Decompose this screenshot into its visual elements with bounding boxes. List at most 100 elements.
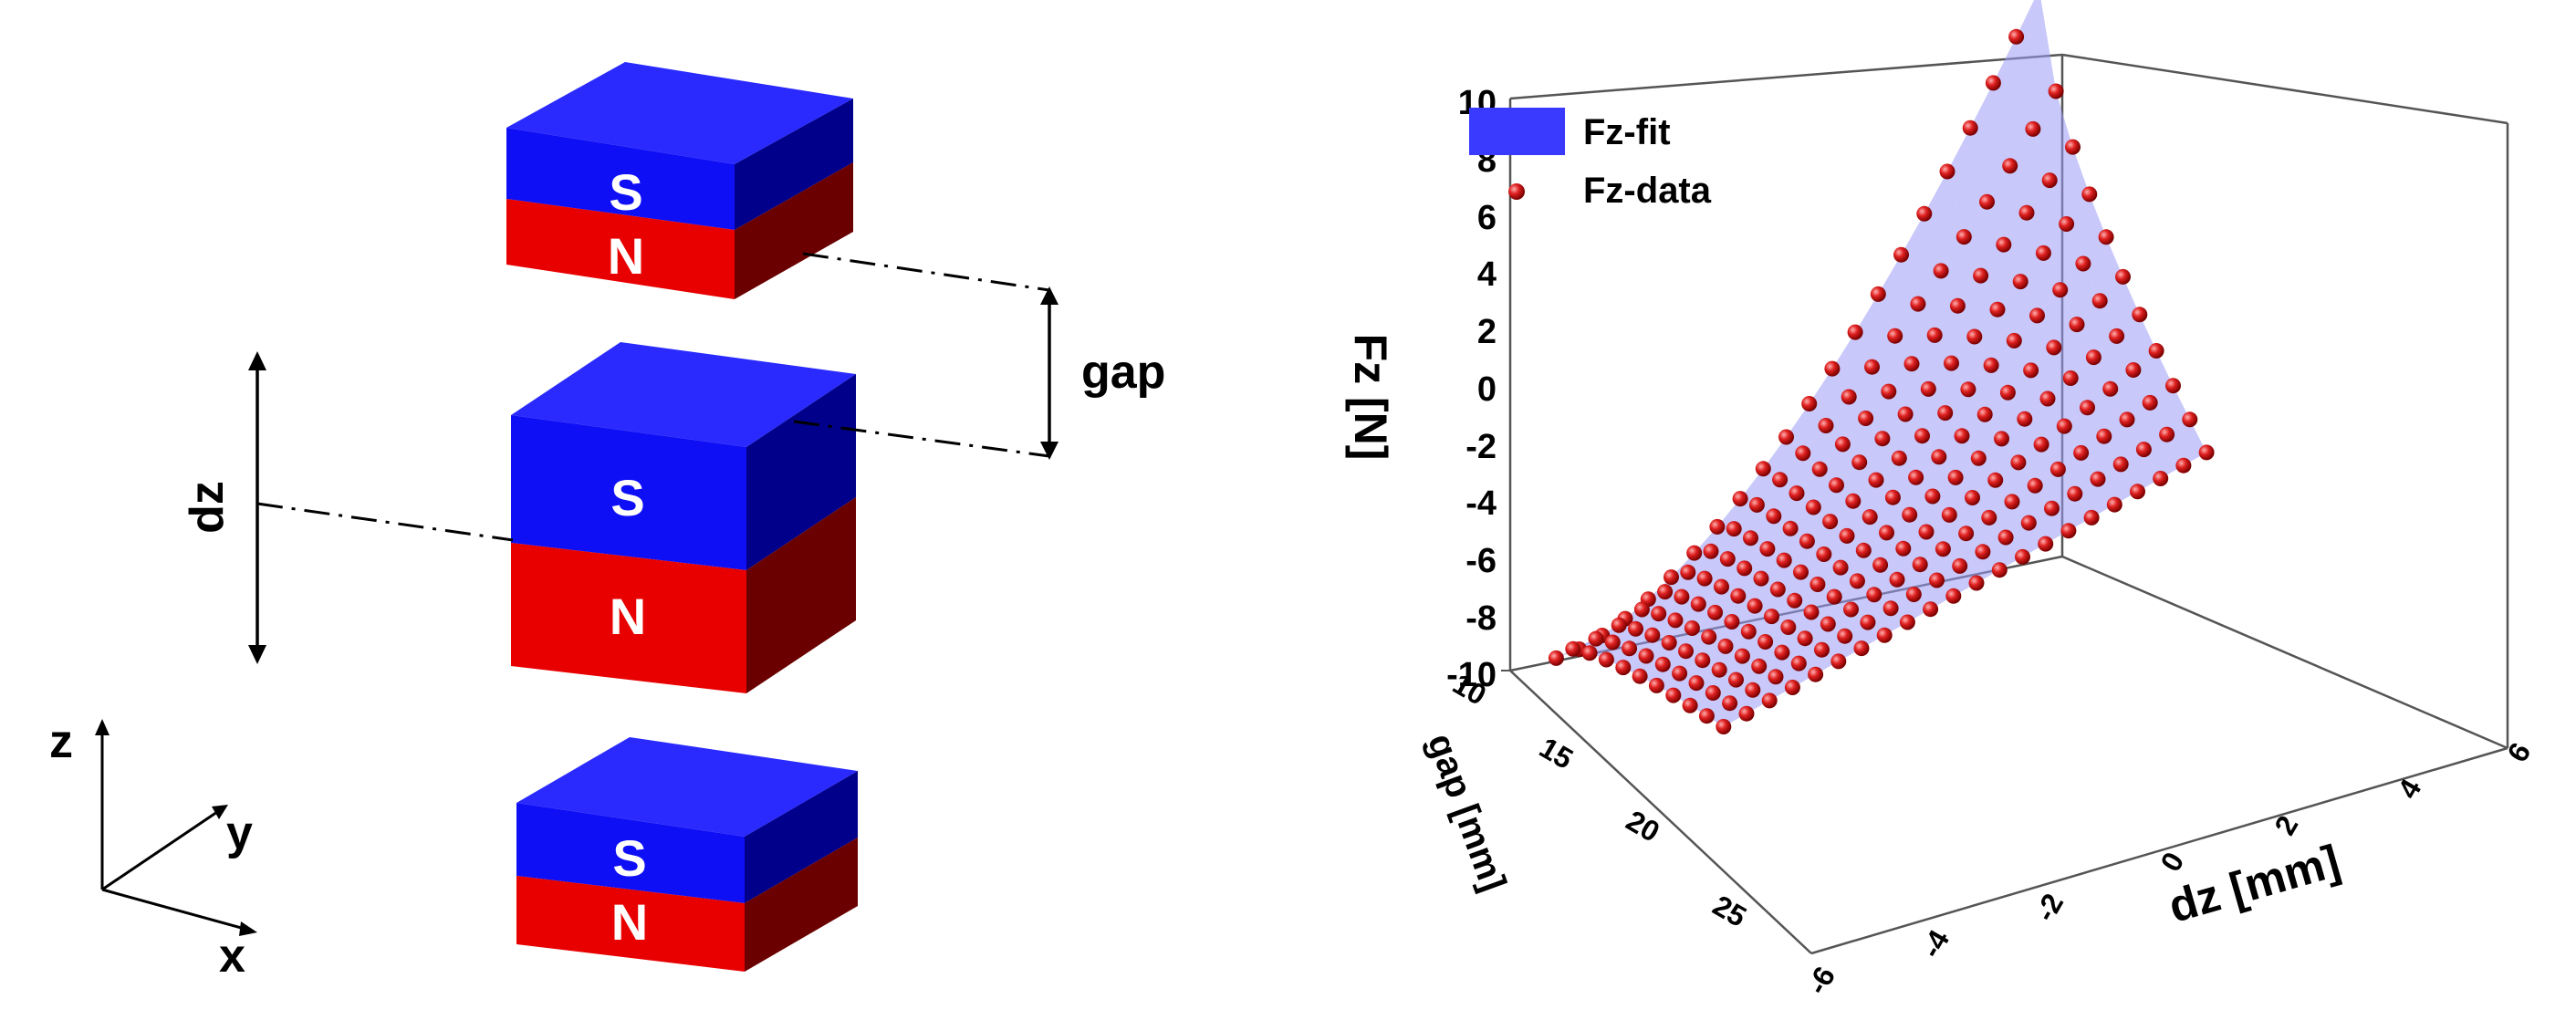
fz-data-point: [1803, 604, 1820, 620]
surface-patch: [1705, 558, 1745, 588]
fz-data-point: [1678, 643, 1694, 660]
fz-axis: 10 8 6 4 2 0 -2 -4 -6 -8 -10: [1446, 84, 1510, 694]
fz-data-point: [1849, 573, 1865, 589]
dz-tick: -4: [1914, 924, 1956, 963]
surface-patch: [1813, 484, 1853, 522]
surface-patch: [2053, 324, 2094, 379]
fz-data-point: [1654, 656, 1671, 672]
surface-patch: [1771, 600, 1811, 628]
surface-patch: [1635, 613, 1676, 636]
fz-data-point: [1705, 685, 1721, 701]
surface-patch: [1799, 650, 1839, 675]
surface-patch: [1870, 497, 1910, 533]
surface-patch: [1988, 501, 2029, 538]
fz-data-point: [2012, 274, 2028, 290]
fz-data-point: [2046, 339, 2062, 356]
fz-data-point: [2130, 484, 2145, 500]
fz-data-point: [1755, 461, 1771, 477]
fz-data-point: [2008, 28, 2025, 45]
fz-data-point: [1684, 620, 1700, 636]
surface-patch: [1926, 515, 1966, 549]
surface-patch: [1727, 537, 1768, 568]
fz-data-point: [1884, 489, 1901, 505]
magnet-middle-north-side: [746, 497, 856, 693]
fz-data-point: [1698, 708, 1715, 724]
fz-data-point: [1843, 601, 1859, 618]
gap-guide-top: [802, 252, 1050, 292]
fz-data-point: [2198, 444, 2215, 461]
fz-data-point: [1893, 246, 1909, 263]
surface-patch: [1901, 213, 1942, 305]
fz-data-point: [1809, 577, 1826, 592]
fz-data-point: [1949, 297, 1966, 314]
fz-data-point: [1895, 540, 1912, 557]
surface-patch: [2008, 369, 2048, 420]
fz-data-point: [1615, 660, 1632, 676]
fz-data-point: [1889, 571, 1905, 588]
fz-data-point: [1830, 653, 1847, 670]
surface-patch: [1658, 597, 1699, 620]
fz-data-point: [1761, 692, 1778, 709]
fz-data-point: [1991, 562, 2008, 578]
fz-data-point: [1851, 454, 1868, 471]
surface-patch: [1974, 309, 2015, 366]
magnet-top-south-front: [506, 128, 735, 230]
dz-axis-title: dz [mm]: [2163, 835, 2345, 932]
surface-patch: [2097, 463, 2138, 505]
surface-patch: [1922, 412, 1962, 457]
surface-patch: [1914, 579, 1954, 609]
fz-data-point: [2119, 411, 2135, 428]
surface-patch: [1867, 608, 1908, 636]
surface-patch: [1972, 480, 2012, 518]
dz-arrow: [248, 351, 266, 664]
fz-data-point: [1743, 530, 1758, 546]
surface-patch: [2150, 385, 2190, 435]
surface-patch: [1936, 566, 1977, 597]
surface-patch: [1784, 541, 1824, 573]
fz-data-point: [2060, 523, 2077, 539]
surface-patch: [2166, 419, 2207, 466]
fz-data-point: [1734, 648, 1750, 664]
fz-data-point: [2041, 172, 2058, 189]
fz-data-point: [2073, 444, 2090, 461]
fz-data-point: [1983, 357, 1999, 373]
surface-patch: [1692, 612, 1732, 638]
fz-data-point: [1975, 544, 1991, 560]
fz-data-point: [1996, 236, 2012, 253]
fz-data-point: [1588, 630, 1604, 647]
fz-tick: 2: [1477, 313, 1497, 351]
surface-patch: [1794, 584, 1835, 613]
fz-data-point: [1674, 588, 1690, 605]
fz-data-point: [1929, 572, 1945, 588]
fz-data-point: [1638, 648, 1654, 664]
magnet-bottom-north-front: [516, 876, 745, 972]
fz-data-point: [1897, 406, 1914, 422]
surface-patch: [1959, 551, 2000, 584]
fz-data-point: [1935, 541, 1951, 557]
dz-tick: 6: [2500, 737, 2537, 767]
fz-data-point: [1764, 609, 1779, 625]
legend-marker-fz-data: [1508, 183, 1525, 200]
fz-data-point: [2132, 307, 2148, 323]
fz-data-point: [1604, 634, 1621, 651]
fz-data-point: [2135, 442, 2152, 458]
surface-patch: [1796, 469, 1837, 507]
fz-data-point: [2081, 186, 2098, 203]
surface-patch: [2009, 129, 2050, 213]
fz-data-point: [1931, 449, 1947, 465]
fz-data-point: [1661, 635, 1677, 651]
surface-patch: [1935, 306, 1975, 364]
fz-data-point: [2039, 390, 2056, 407]
fz-data-point: [1717, 638, 1734, 654]
surface-patch: [1964, 202, 2004, 276]
surface-patch: [1846, 516, 1887, 551]
fz-data-point: [2004, 494, 2020, 510]
surface-patch: [1716, 498, 1757, 529]
fz-data-point: [2091, 293, 2108, 309]
dz-label: dz: [181, 481, 234, 534]
fz-data-point: [2029, 307, 2045, 324]
fz-data-point: [1799, 533, 1815, 549]
fz-data-point: [2049, 461, 2066, 477]
surface-patch: [1915, 456, 1956, 496]
